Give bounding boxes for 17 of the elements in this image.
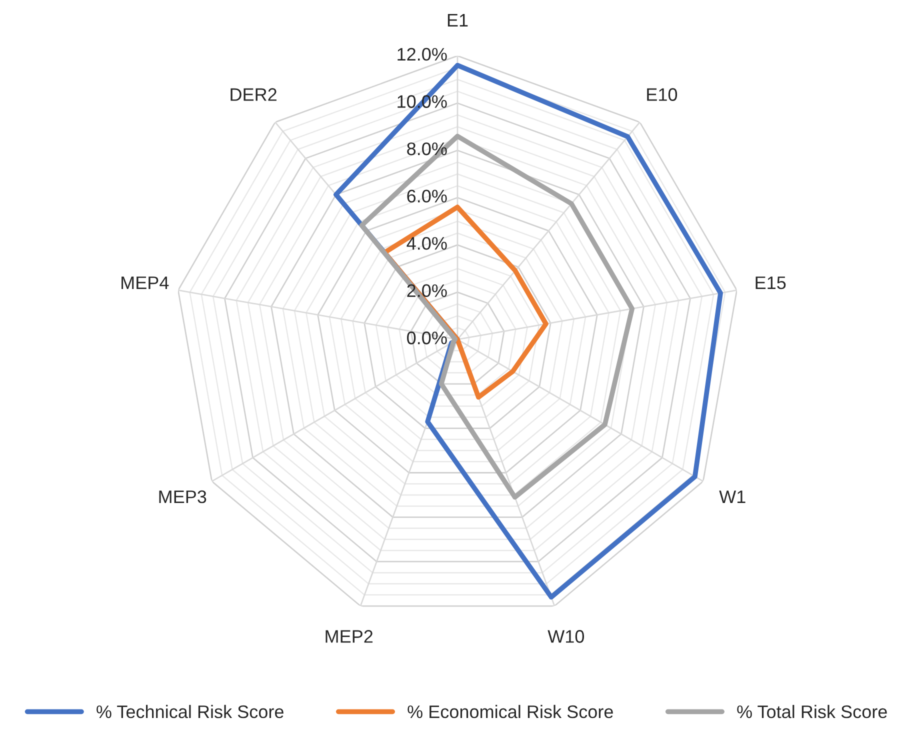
- spoke-label: MEP2: [326, 630, 373, 643]
- spoke-label: E15: [756, 276, 786, 290]
- spoke-label: DER2: [230, 88, 276, 101]
- spoke-label: MEP4: [122, 276, 169, 289]
- y-tick-label: 6.0%: [407, 190, 447, 202]
- legend-label: % Total Risk Score: [737, 704, 887, 718]
- legend-label: % Technical Risk Score: [96, 704, 284, 718]
- y-tick-label: 4.0%: [406, 236, 447, 250]
- y-tick-label: 8.0%: [407, 142, 447, 156]
- y-tick-label: 0.0%: [407, 332, 447, 344]
- spoke-label: E1: [448, 14, 468, 26]
- legend-label: % Economical Risk Score: [408, 704, 613, 718]
- spoke-label: E10: [647, 88, 678, 101]
- spoke-label: W1: [719, 490, 746, 503]
- spoke-label: MEP3: [159, 490, 206, 504]
- y-tick-label: 12.0%: [398, 48, 447, 61]
- spoke-label: W10: [548, 630, 584, 643]
